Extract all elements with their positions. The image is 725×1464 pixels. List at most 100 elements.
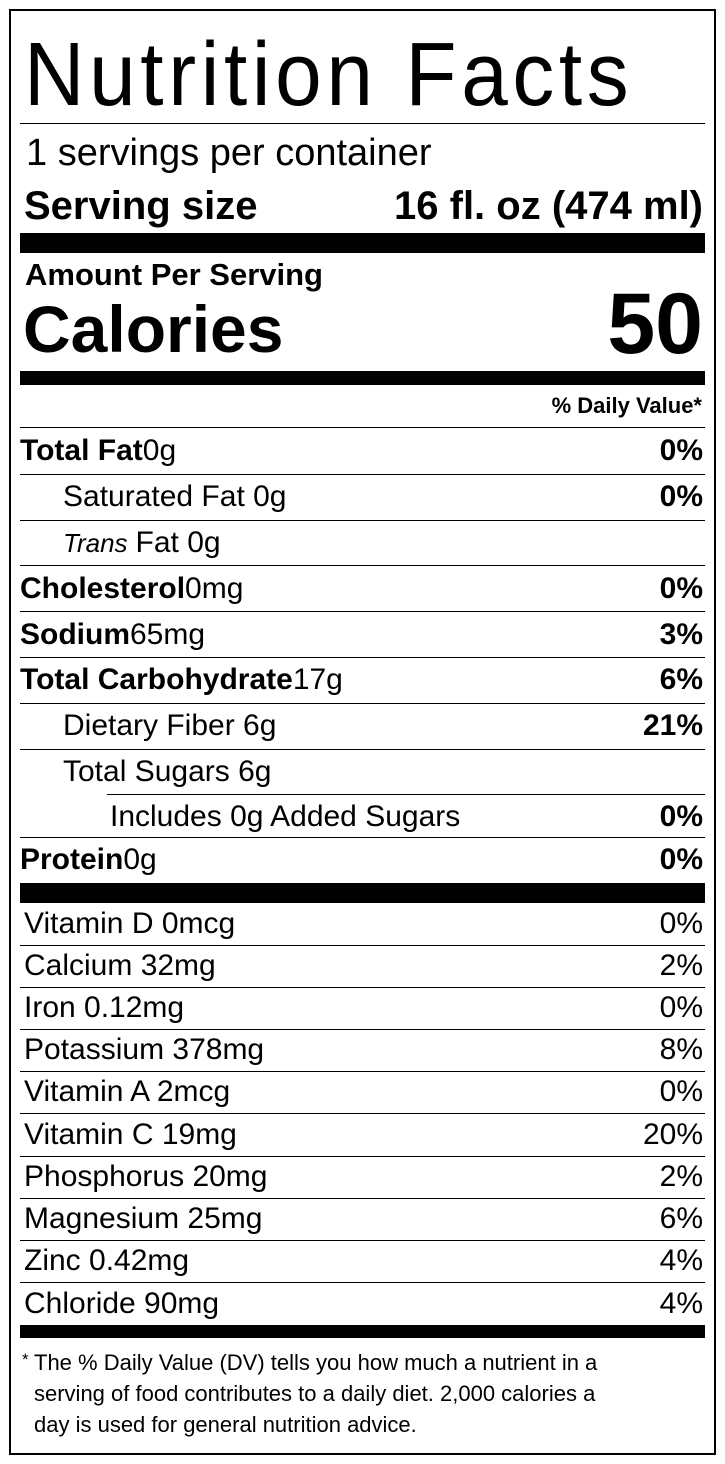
divider <box>107 794 705 795</box>
nutrient-name: Saturated Fat 0g <box>63 480 287 513</box>
vitamin-row-magnesium: Magnesium 25mg 6% <box>20 1198 705 1240</box>
daily-value-header: % Daily Value* <box>551 393 702 418</box>
calories-row: Calories 50 <box>23 279 703 369</box>
label-title: Nutrition Facts <box>24 25 634 125</box>
vitamin-dv: 2% <box>659 949 703 982</box>
divider <box>20 1071 705 1072</box>
nutrient-name: Protein <box>20 843 124 876</box>
nutrient-name: Cholesterol <box>20 572 186 605</box>
divider <box>20 1198 705 1199</box>
daily-value-footnote: * The % Daily Value (DV) tells you how m… <box>22 1347 705 1440</box>
vitamin-name: Zinc 0.42mg <box>24 1244 190 1277</box>
nutrient-row-total-fat: Total Fat 0g 0% <box>20 428 705 474</box>
footnote-line: serving of food contributes to a daily d… <box>34 1381 596 1406</box>
vitamin-name: Magnesium 25mg <box>24 1202 263 1235</box>
footnote-asterisk: * <box>22 1350 29 1369</box>
divider <box>20 703 705 704</box>
nutrient-amount: 0g <box>142 434 177 467</box>
vitamin-name: Vitamin D 0mcg <box>24 907 236 940</box>
divider <box>20 837 705 838</box>
vitamin-row-calcium: Calcium 32mg 2% <box>20 945 705 987</box>
calories-label: Calories <box>23 292 284 366</box>
nutrient-dv: 0% <box>659 434 703 467</box>
vitamin-dv: 0% <box>659 1075 703 1108</box>
servings-per-container: 1 servings per container <box>26 132 432 174</box>
vitamin-name: Iron 0.12mg <box>24 991 185 1024</box>
vitamin-row-phosphorus: Phosphorus 20mg 2% <box>20 1156 705 1198</box>
nutrient-row-added-sugars: Includes 0g Added Sugars 0% <box>20 794 705 840</box>
vitamin-dv: 4% <box>659 1287 703 1320</box>
nutrient-name: Total Fat <box>20 434 143 467</box>
nutrient-amount: 17g <box>292 663 343 696</box>
serving-size-value: 16 fl. oz (474 ml) <box>394 183 703 228</box>
divider <box>20 987 705 988</box>
vitamin-row-vitamin-c: Vitamin C 19mg 20% <box>20 1114 705 1156</box>
divider <box>20 1240 705 1241</box>
nutrient-row-total-carbohydrate: Total Carbohydrate 17g 6% <box>20 657 705 703</box>
vitamin-dv: 2% <box>659 1160 703 1193</box>
nutrient-prefix: Trans <box>63 527 128 558</box>
divider <box>20 657 705 658</box>
nutrient-row-sodium: Sodium 65mg 3% <box>20 612 705 658</box>
divider <box>20 1113 705 1114</box>
nutrient-name: Dietary Fiber 6g <box>63 709 277 742</box>
footnote-line: day is used for general nutrition advice… <box>34 1412 417 1437</box>
nutrient-dv: 3% <box>659 618 703 651</box>
divider <box>20 565 705 566</box>
divider <box>20 1029 705 1030</box>
nutrient-amount: 0mg <box>185 572 244 605</box>
thick-divider <box>20 233 705 253</box>
divider <box>20 123 705 124</box>
nutrient-name: Includes 0g Added Sugars <box>110 800 461 833</box>
vitamin-dv: 0% <box>659 991 703 1024</box>
nutrient-amount: 65mg <box>130 618 206 651</box>
vitamin-name: Chloride 90mg <box>24 1287 220 1320</box>
label-content: Nutrition Facts 1 servings per container… <box>20 11 705 1453</box>
amount-per-serving: Amount Per Serving <box>25 257 323 292</box>
vitamin-dv: 0% <box>659 907 703 940</box>
divider <box>20 1282 705 1283</box>
vitamin-name: Vitamin A 2mcg <box>24 1075 231 1108</box>
nutrient-dv: 21% <box>642 709 703 742</box>
nutrient-dv: 6% <box>659 663 703 696</box>
nutrient-name: Total Sugars 6g <box>63 755 272 788</box>
nutrient-row-protein: Protein 0g 0% <box>20 837 705 883</box>
thick-divider <box>20 371 705 385</box>
nutrient-dv: 0% <box>659 800 703 833</box>
vitamin-name: Potassium 378mg <box>24 1033 265 1066</box>
calories-value: 50 <box>607 276 703 372</box>
footnote-line: The % Daily Value (DV) tells you how muc… <box>34 1350 598 1375</box>
nutrient-row-saturated-fat: Saturated Fat 0g 0% <box>20 474 705 520</box>
divider <box>20 749 705 750</box>
vitamin-dv: 6% <box>659 1202 703 1235</box>
vitamin-row-potassium: Potassium 378mg 8% <box>20 1029 705 1071</box>
vitamin-dv: 4% <box>659 1244 703 1277</box>
vitamin-row-zinc: Zinc 0.42mg 4% <box>20 1240 705 1282</box>
nutrient-dv: 0% <box>659 480 703 513</box>
vitamin-dv: 20% <box>642 1118 703 1151</box>
thick-divider <box>20 1325 705 1338</box>
nutrient-row-trans-fat: Trans Fat 0g <box>20 520 705 566</box>
nutrient-dv: 0% <box>659 572 703 605</box>
divider <box>20 1156 705 1157</box>
vitamin-name: Calcium 32mg <box>24 949 216 982</box>
nutrient-name: Total Carbohydrate <box>20 663 293 696</box>
nutrient-row-dietary-fiber: Dietary Fiber 6g 21% <box>20 703 705 749</box>
divider <box>20 945 705 946</box>
divider <box>20 427 705 428</box>
serving-size-row: Serving size 16 fl. oz (474 ml) <box>24 181 703 231</box>
thick-divider <box>20 883 705 903</box>
divider <box>20 520 705 521</box>
divider <box>20 474 705 475</box>
vitamin-name: Vitamin C 19mg <box>24 1118 237 1151</box>
nutrient-name: Sodium <box>20 618 130 651</box>
nutrient-amount: 0g <box>123 843 157 876</box>
nutrient-row-total-sugars: Total Sugars 6g <box>20 749 705 795</box>
vitamin-row-iron: Iron 0.12mg 0% <box>20 987 705 1029</box>
divider <box>20 611 705 612</box>
serving-size-label: Serving size <box>24 183 258 228</box>
vitamin-row-vitamin-a: Vitamin A 2mcg 0% <box>20 1071 705 1113</box>
nutrient-dv: 0% <box>659 843 703 876</box>
vitamin-row-vitamin-d: Vitamin D 0mcg 0% <box>20 903 705 945</box>
vitamin-dv: 8% <box>659 1033 703 1066</box>
